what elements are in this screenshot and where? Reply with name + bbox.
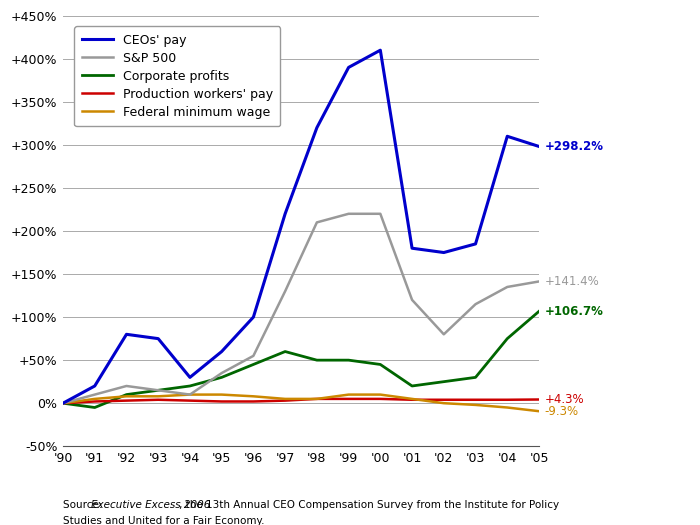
Legend: CEOs' pay, S&P 500, Corporate profits, Production workers' pay, Federal minimum : CEOs' pay, S&P 500, Corporate profits, P… — [74, 26, 281, 127]
Text: +141.4%: +141.4% — [545, 275, 599, 288]
Text: Source:: Source: — [63, 500, 106, 510]
Text: +4.3%: +4.3% — [545, 393, 584, 406]
Text: Studies and United for a Fair Economy.: Studies and United for a Fair Economy. — [63, 516, 265, 525]
Text: Executive Excess 2006: Executive Excess 2006 — [91, 500, 211, 510]
Text: -9.3%: -9.3% — [545, 405, 579, 418]
Text: +298.2%: +298.2% — [545, 140, 603, 153]
Text: , the 13th Annual CEO Compensation Survey from the Institute for Policy: , the 13th Annual CEO Compensation Surve… — [179, 500, 559, 510]
Text: +106.7%: +106.7% — [545, 305, 603, 318]
